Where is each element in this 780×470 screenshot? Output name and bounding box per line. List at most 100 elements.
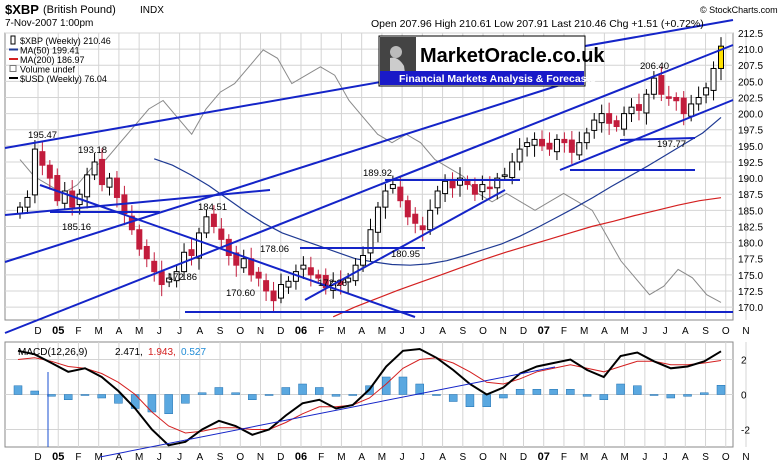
candle-body — [84, 174, 91, 198]
candle-body — [173, 271, 180, 282]
x-axis-labels: D D 05 05 F F M M A A M M J J J J A A S S O O N N D D 06 06 F F M M A A M M… — [34, 325, 749, 463]
macd-histogram-bar — [415, 383, 424, 395]
x-tick-label: A — [439, 326, 446, 337]
trendline — [4, 19, 734, 149]
macd-histogram-bar — [114, 394, 123, 404]
macd-histogram-bar — [281, 387, 291, 395]
macd-histogram-bar — [13, 385, 23, 395]
legend-label: MA(200) 186.97 — [20, 55, 85, 65]
macd-x-tick-label: M — [620, 452, 628, 463]
y-tick-label: 175.0 — [738, 271, 763, 282]
candle-body — [539, 138, 546, 147]
candle-body — [166, 277, 173, 283]
x-tick-label: M — [135, 326, 143, 337]
macd-value: 2.471, — [115, 347, 143, 358]
candle-body — [404, 200, 411, 218]
macd-histogram-bar — [47, 394, 56, 397]
macd-x-tick-label: J — [663, 452, 668, 463]
macd-x-tick-label: A — [601, 452, 608, 463]
macd-x-tick-label: O — [479, 452, 487, 463]
y-tick-label: 205.0 — [738, 77, 763, 88]
legend-label: $XBP (Weekly) 210.46 — [20, 36, 111, 46]
candle-body — [561, 138, 568, 144]
candle-body — [61, 190, 68, 204]
y-tick-label: 192.5 — [738, 158, 763, 169]
macd-x-tick-label: A — [439, 452, 446, 463]
macd-x-tick-label: J — [157, 452, 162, 463]
macd-label: MACD(12,26,9) — [18, 347, 87, 358]
candle-body — [158, 271, 165, 286]
copyright: © StockCharts.com — [700, 5, 778, 15]
macd-signal-value: 1.943, — [148, 347, 176, 358]
macd-layer — [13, 347, 726, 458]
trendline — [4, 189, 271, 216]
y-tick-label: 187.5 — [738, 190, 763, 201]
macd-histogram-bar — [566, 389, 575, 395]
candle-body — [419, 225, 426, 231]
candle-body — [695, 96, 702, 105]
x-tick-label: J — [642, 326, 647, 337]
candle-body — [628, 106, 635, 115]
candlestick-layer — [17, 37, 724, 313]
legend-label: $USD (Weekly) 76.04 — [20, 74, 107, 84]
candle-body — [427, 209, 434, 231]
price-annotation: 206.40 — [640, 61, 669, 72]
trendline-layer — [4, 19, 734, 334]
candle-body — [456, 177, 463, 186]
macd-x-tick-label: D — [520, 452, 527, 463]
macd-x-tick-label: N — [500, 452, 507, 463]
annotation-layer: 195.47 193.18 185.16 184.51 172.86 170.60 178.… — [28, 61, 686, 299]
y-axis-ticks: 170.0 172.5 175.0 177.5 180.0 182.5 185.0 187.5… — [738, 29, 763, 437]
macd-histogram-bar — [499, 394, 508, 399]
candle-body — [233, 252, 240, 266]
x-tick-label: S — [702, 326, 709, 337]
x-tick-label: N — [257, 326, 264, 337]
candle-body — [635, 104, 642, 111]
candle-body — [307, 267, 314, 276]
candle-body — [225, 238, 232, 257]
macd-histogram-bar — [666, 394, 676, 399]
candle-body — [360, 255, 367, 266]
candle-body — [188, 249, 195, 257]
price-annotation: 184.51 — [198, 202, 227, 213]
macd-x-tick-label: O — [722, 452, 730, 463]
x-tick-label: J — [157, 326, 162, 337]
macd-line — [17, 347, 722, 447]
x-tick-label: J — [400, 326, 405, 337]
usd-overlay-line — [19, 49, 722, 303]
candle-body — [106, 177, 113, 188]
candle-body — [389, 184, 396, 189]
x-tick-label: N — [500, 326, 507, 337]
macd-x-tick-label: J — [400, 452, 405, 463]
macd-x-tick-label: 06 — [295, 451, 307, 463]
price-annotation: 189.92 — [363, 168, 392, 179]
logo-tagline: Financial Markets Analysis & Forecasts — [399, 73, 596, 85]
x-tick-label: J — [663, 326, 668, 337]
macd-histogram-bar — [582, 394, 592, 397]
macd-histogram-bar — [599, 394, 609, 400]
candle-body — [263, 280, 270, 292]
candle-body — [285, 280, 292, 288]
candle-body — [374, 206, 381, 233]
macd-histogram-bar — [700, 392, 709, 395]
x-tick-label: F — [561, 326, 567, 337]
x-tick-label: M — [378, 326, 386, 337]
candle-body — [568, 139, 575, 153]
candle-body — [591, 119, 598, 131]
macd-histogram-bar — [264, 394, 274, 396]
macd-histogram-bar — [532, 389, 542, 395]
macd-y-tick-label: 0 — [741, 391, 747, 402]
macd-histogram-bar — [331, 394, 341, 397]
macd-histogram-bar — [683, 394, 692, 397]
candle-body — [479, 184, 486, 193]
macd-histogram-bar — [649, 394, 659, 396]
macd-x-tick-label: J — [177, 452, 182, 463]
macd-x-tick-label: 05 — [52, 451, 64, 463]
x-tick-label: A — [196, 326, 203, 337]
macd-x-tick-label: F — [561, 452, 567, 463]
candle-body — [643, 93, 650, 114]
price-annotation: 193.18 — [78, 145, 107, 156]
macd-histogram-bar — [515, 389, 525, 395]
x-tick-label: F — [318, 326, 324, 337]
